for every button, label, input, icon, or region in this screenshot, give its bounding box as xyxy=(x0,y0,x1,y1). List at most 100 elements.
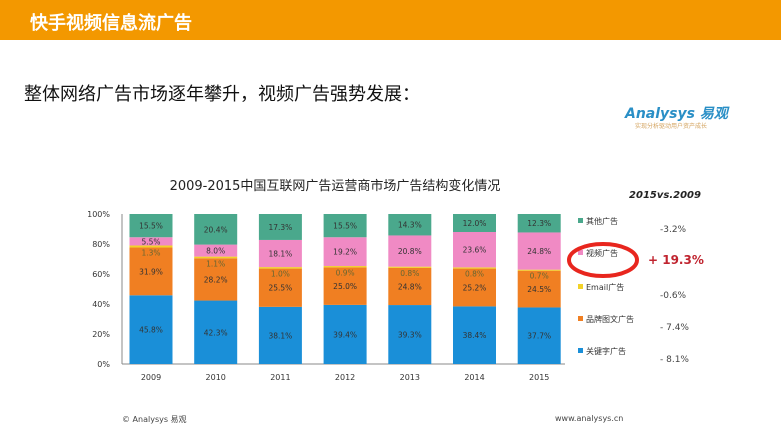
bar-segment xyxy=(323,304,367,364)
data-label: 23.6% xyxy=(463,246,487,255)
data-label: 0.9% xyxy=(336,268,355,277)
data-label: 25.2% xyxy=(463,284,487,293)
data-label: 31.9% xyxy=(139,267,163,276)
bar-segment xyxy=(323,214,367,238)
bar-segment xyxy=(388,267,432,306)
y-tick-label: 0% xyxy=(97,360,110,369)
data-label: 38.4% xyxy=(463,331,487,340)
data-label: 38.1% xyxy=(268,331,292,340)
data-label: 39.4% xyxy=(333,330,357,339)
legend-swatch xyxy=(578,250,583,255)
bar-segment xyxy=(453,268,496,307)
bar-segment xyxy=(258,268,302,307)
highlight-circle xyxy=(567,242,639,278)
data-label: 20.8% xyxy=(398,247,422,256)
footer-copyright: © Analysys 易观 xyxy=(122,415,187,424)
data-label: 1.1% xyxy=(206,259,225,268)
data-label: 12.0% xyxy=(463,219,487,228)
y-tick-label: 40% xyxy=(92,300,110,309)
logo: Analysys 易观 xyxy=(625,106,728,122)
bar-segment xyxy=(453,214,496,232)
header-title: 快手视频信息流广告 xyxy=(30,13,192,34)
bar-segment xyxy=(194,256,238,259)
data-label: 18.1% xyxy=(268,250,292,259)
legend-swatch xyxy=(578,316,583,321)
comparison-title: 2015vs.2009 xyxy=(629,190,701,201)
data-label: 25.5% xyxy=(268,284,292,293)
change-value: -3.2% xyxy=(660,225,687,235)
data-label: 42.3% xyxy=(204,328,228,337)
data-label: 1.0% xyxy=(271,270,290,279)
bar-segment xyxy=(258,239,302,268)
x-tick-label: 2012 xyxy=(335,373,355,382)
bar-segment xyxy=(388,235,432,267)
bar-segment xyxy=(453,232,496,268)
bar-segment xyxy=(258,267,302,269)
legend-swatch xyxy=(578,348,583,353)
data-label: 24.8% xyxy=(398,282,422,291)
x-tick-label: 2013 xyxy=(400,373,420,382)
x-tick-label: 2010 xyxy=(206,373,226,382)
bar-segment xyxy=(388,214,432,236)
x-tick-label: 2015 xyxy=(529,373,549,382)
y-tick-label: 80% xyxy=(92,240,110,249)
bar-segment xyxy=(194,258,238,301)
bar-segment xyxy=(258,306,302,364)
data-label: 0.8% xyxy=(400,269,419,278)
bar-segment xyxy=(323,237,367,267)
bar-segment xyxy=(194,244,238,257)
data-label: 37.7% xyxy=(527,332,551,341)
bar-segment xyxy=(517,269,561,271)
data-label: 20.4% xyxy=(204,225,228,234)
bar-segment xyxy=(517,232,561,270)
change-value: -0.6% xyxy=(660,291,687,301)
bar-segment xyxy=(129,245,173,248)
data-label: 24.8% xyxy=(527,247,551,256)
data-label: 0.8% xyxy=(465,270,484,279)
legend-swatch xyxy=(578,284,583,289)
bar-segment xyxy=(194,214,238,245)
legend-swatch xyxy=(578,218,583,223)
data-label: 15.5% xyxy=(139,222,163,231)
data-label: 12.3% xyxy=(527,219,551,228)
subtitle: 整体网络广告市场逐年攀升，视频广告强势发展： xyxy=(24,84,420,105)
y-tick-label: 20% xyxy=(92,330,110,339)
bar-segment xyxy=(258,214,302,240)
data-label: 25.0% xyxy=(333,282,357,291)
x-tick-label: 2009 xyxy=(141,373,161,382)
bar-segment xyxy=(388,305,432,364)
data-label: 24.5% xyxy=(527,285,551,294)
legend-label: Email广告 xyxy=(586,282,624,292)
change-value: + 19.3% xyxy=(648,253,704,267)
data-label: 17.3% xyxy=(268,223,292,232)
bar-segment xyxy=(323,267,367,305)
bar-segment xyxy=(388,266,432,268)
change-value: - 8.1% xyxy=(660,355,689,365)
bar-segment xyxy=(453,267,496,269)
bar-segment xyxy=(129,214,173,238)
bar-segment xyxy=(453,306,496,364)
chart-title: 2009-2015中国互联网广告运营商市场广告结构变化情况 xyxy=(170,178,501,194)
footer-url: www.analysys.cn xyxy=(555,414,624,423)
data-label: 39.3% xyxy=(398,331,422,340)
bar-segment xyxy=(129,247,173,296)
bar-segment xyxy=(517,307,561,364)
data-label: 14.3% xyxy=(398,221,422,230)
bar-segment xyxy=(517,270,561,308)
y-tick-label: 100% xyxy=(87,210,110,219)
data-label: 1.3% xyxy=(141,248,160,257)
legend-label: 其他广告 xyxy=(586,216,618,226)
bar-segment xyxy=(129,237,173,246)
data-label: 8.0% xyxy=(206,247,225,256)
bar-segment xyxy=(323,266,367,268)
data-label: 19.2% xyxy=(333,248,357,257)
bar-segment xyxy=(517,214,561,233)
legend-label: 品牌图文广告 xyxy=(586,314,634,324)
change-value: - 7.4% xyxy=(660,323,689,333)
legend-label: 关键字广告 xyxy=(586,346,626,356)
y-tick-label: 60% xyxy=(92,270,110,279)
legend-label: 视频广告 xyxy=(586,248,618,258)
bar-segment xyxy=(129,295,173,364)
x-tick-label: 2014 xyxy=(464,373,484,382)
data-label: 45.8% xyxy=(139,326,163,335)
